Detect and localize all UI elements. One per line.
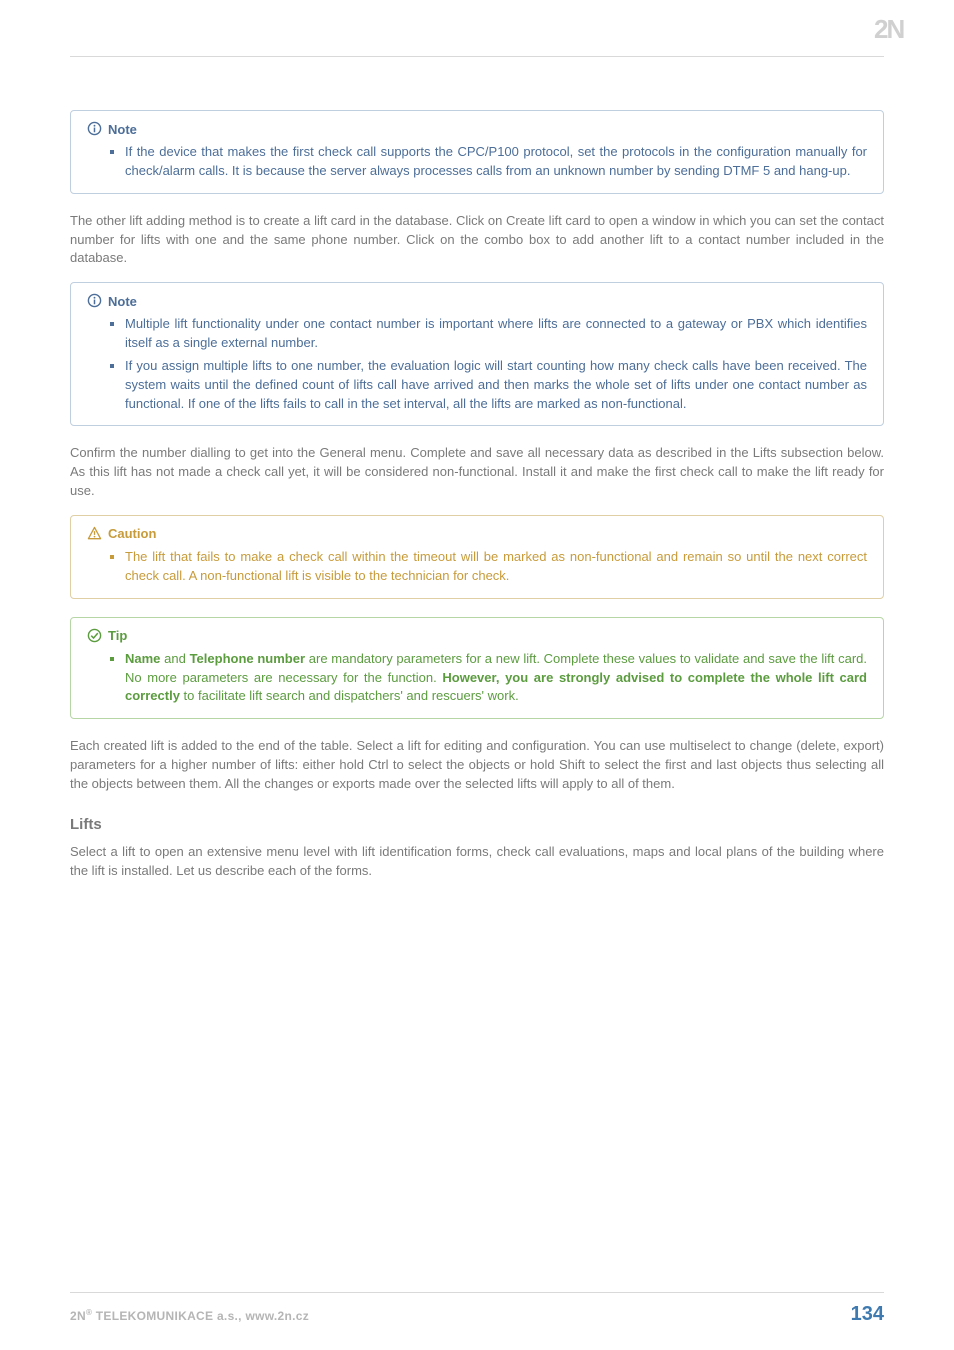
- body-paragraph: The other lift adding method is to creat…: [70, 212, 884, 269]
- callout-note: Note If the device that makes the first …: [70, 110, 884, 194]
- callout-title-text: Note: [108, 294, 137, 309]
- callout-list: Multiple lift functionality under one co…: [87, 315, 867, 413]
- callout-item: The lift that fails to make a check call…: [125, 548, 867, 586]
- body-paragraph: Select a lift to open an extensive menu …: [70, 843, 884, 881]
- callout-item: Multiple lift functionality under one co…: [125, 315, 867, 353]
- page-footer: 2N® TELEKOMUNIKACE a.s., www.2n.cz 134: [70, 1292, 884, 1326]
- callout-title: Caution: [87, 526, 867, 542]
- callout-title-text: Tip: [108, 628, 127, 643]
- callout-item: If you assign multiple lifts to one numb…: [125, 357, 867, 414]
- bold-text: Name: [125, 651, 160, 666]
- callout-title: Tip: [87, 628, 867, 644]
- callout-title-text: Note: [108, 122, 137, 137]
- callout-title-text: Caution: [108, 526, 156, 541]
- callout-title: Note: [87, 293, 867, 309]
- footer-company-text: 2N® TELEKOMUNIKACE a.s., www.2n.cz: [70, 1308, 309, 1323]
- inline-text: to facilitate lift search and dispatcher…: [180, 688, 519, 703]
- callout-title: Note: [87, 121, 867, 137]
- page-content: Note If the device that makes the first …: [70, 110, 884, 880]
- header-divider: [70, 56, 884, 57]
- body-paragraph: Each created lift is added to the end of…: [70, 737, 884, 794]
- callout-list: If the device that makes the first check…: [87, 143, 867, 181]
- info-icon: [87, 293, 102, 309]
- footer-divider: [70, 1292, 884, 1293]
- callout-list: Name and Telephone number are mandatory …: [87, 650, 867, 707]
- warning-icon: [87, 526, 102, 542]
- inline-text: and: [160, 651, 189, 666]
- body-paragraph: Confirm the number dialling to get into …: [70, 444, 884, 501]
- bold-text: Telephone number: [190, 651, 305, 666]
- page-container: 2N Note If the device that makes the fir…: [0, 0, 954, 1350]
- callout-item: If the device that makes the first check…: [125, 143, 867, 181]
- svg-text:2N: 2N: [874, 16, 904, 44]
- info-icon: [87, 121, 102, 137]
- callout-list: The lift that fails to make a check call…: [87, 548, 867, 586]
- brand-logo: 2N: [874, 16, 914, 49]
- section-heading: Lifts: [70, 816, 884, 833]
- callout-note: Note Multiple lift functionality under o…: [70, 282, 884, 426]
- callout-item: Name and Telephone number are mandatory …: [125, 650, 867, 707]
- footer-row: 2N® TELEKOMUNIKACE a.s., www.2n.cz 134: [70, 1303, 884, 1326]
- page-number: 134: [851, 1303, 884, 1326]
- callout-caution: Caution The lift that fails to make a ch…: [70, 515, 884, 599]
- callout-tip: Tip Name and Telephone number are mandat…: [70, 617, 884, 720]
- check-icon: [87, 628, 102, 644]
